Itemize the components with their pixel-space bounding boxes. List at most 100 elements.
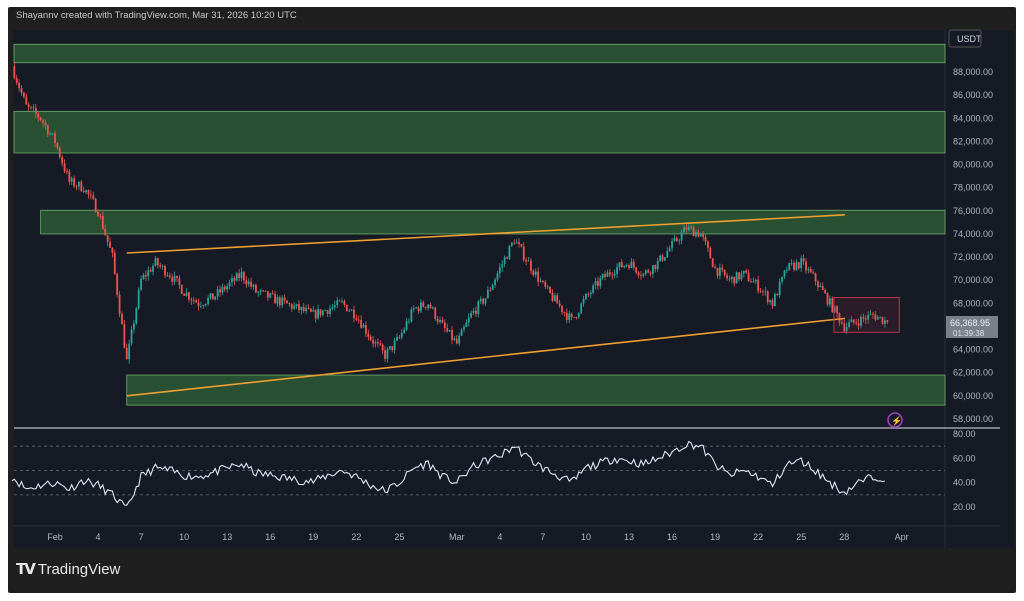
candle-body [525, 259, 528, 262]
candle-body [164, 265, 166, 276]
candle-body [106, 235, 109, 242]
candle-body [156, 258, 159, 266]
candle-body [422, 302, 425, 307]
candle-body [795, 262, 798, 270]
candle-body [659, 255, 661, 261]
candle-body [403, 329, 406, 333]
candle-body [477, 301, 480, 315]
candle-body [27, 104, 30, 107]
candle-body [644, 270, 647, 274]
candle-body [429, 304, 432, 309]
candle-body [661, 255, 664, 261]
candle-body [673, 238, 676, 242]
candle-body [472, 310, 475, 314]
candle-body [300, 306, 303, 311]
time-tick-label: 19 [308, 532, 318, 542]
candle-body [558, 303, 561, 306]
candle-body [553, 295, 556, 301]
candle-body [305, 308, 308, 312]
price-tick-label: 60,000.00 [953, 391, 993, 401]
candle-body [49, 133, 52, 135]
candle-body [463, 326, 465, 330]
candle-body [142, 274, 145, 279]
candle-body [850, 319, 853, 323]
candle-body [341, 300, 343, 302]
candle-body [857, 323, 860, 326]
price-tick-label: 84,000.00 [953, 113, 993, 123]
candle-body [518, 242, 520, 245]
candle-body [783, 270, 786, 277]
candle-body [666, 251, 669, 258]
time-tick-label: Apr [895, 532, 909, 542]
candle-body [350, 309, 353, 311]
candle-body [13, 66, 16, 79]
candle-body [563, 312, 566, 313]
candle-body [489, 289, 492, 291]
candle-body [144, 274, 147, 277]
candle-body [738, 272, 740, 280]
trendline-lower [126, 317, 845, 397]
candle-body [192, 300, 195, 302]
candle-body [166, 275, 169, 277]
candle-body [89, 194, 92, 196]
brand-name: TradingView [37, 560, 121, 578]
time-tick-label: 7 [540, 532, 545, 542]
candle-body [240, 271, 243, 278]
candle-body [597, 281, 599, 286]
candle-body [726, 275, 728, 279]
candle-body [498, 267, 501, 274]
candle-body [310, 308, 312, 312]
candle-body [807, 269, 810, 271]
candle-body [625, 265, 628, 266]
candle-body [685, 227, 688, 230]
candle-body [223, 286, 226, 290]
candle-body [733, 276, 736, 284]
time-tick-label: 10 [581, 532, 591, 542]
candle-body [769, 300, 772, 303]
candle-body [20, 88, 23, 93]
candle-body [372, 339, 374, 344]
candle-body [522, 246, 525, 260]
candle-body [695, 231, 697, 237]
candle-body [606, 272, 609, 277]
price-tick-label: 82,000.00 [953, 136, 993, 146]
candle-body [369, 336, 372, 340]
candle-body [886, 320, 889, 323]
candle-body [214, 296, 217, 300]
candle-body [802, 258, 805, 262]
candle-body [219, 289, 221, 293]
candle-body [34, 108, 37, 114]
candle-body [255, 284, 257, 293]
candle-body [101, 216, 104, 229]
candle-body [618, 262, 621, 268]
candle-body [99, 215, 102, 217]
time-tick-label: 19 [710, 532, 720, 542]
time-tick-label: 16 [667, 532, 677, 542]
candle-body [331, 307, 334, 309]
candle-body [776, 294, 779, 296]
candle-body [278, 297, 281, 306]
candle-body [864, 318, 867, 320]
candle-body [228, 282, 231, 287]
candle-body [32, 107, 35, 109]
candle-body [226, 286, 229, 290]
candle-body [338, 300, 341, 302]
candle-body [771, 300, 774, 307]
candle-body [78, 181, 80, 187]
candle-body [92, 195, 95, 199]
candle-body [809, 269, 812, 273]
candle-body [199, 305, 202, 307]
tradingview-logo[interactable]: 𝗧𝗩 TradingView [16, 560, 121, 579]
candle-body [295, 303, 298, 306]
candle-body [70, 178, 73, 182]
candle-body [451, 329, 453, 341]
candle-countdown: 01:39:38 [953, 329, 985, 338]
currency-label: USDT [957, 34, 982, 44]
candle-body [790, 262, 793, 264]
price-tick-label: 78,000.00 [953, 183, 993, 193]
candle-body [365, 324, 367, 334]
candle-body [745, 270, 748, 273]
candle-body [515, 242, 518, 244]
candle-body [632, 261, 635, 268]
